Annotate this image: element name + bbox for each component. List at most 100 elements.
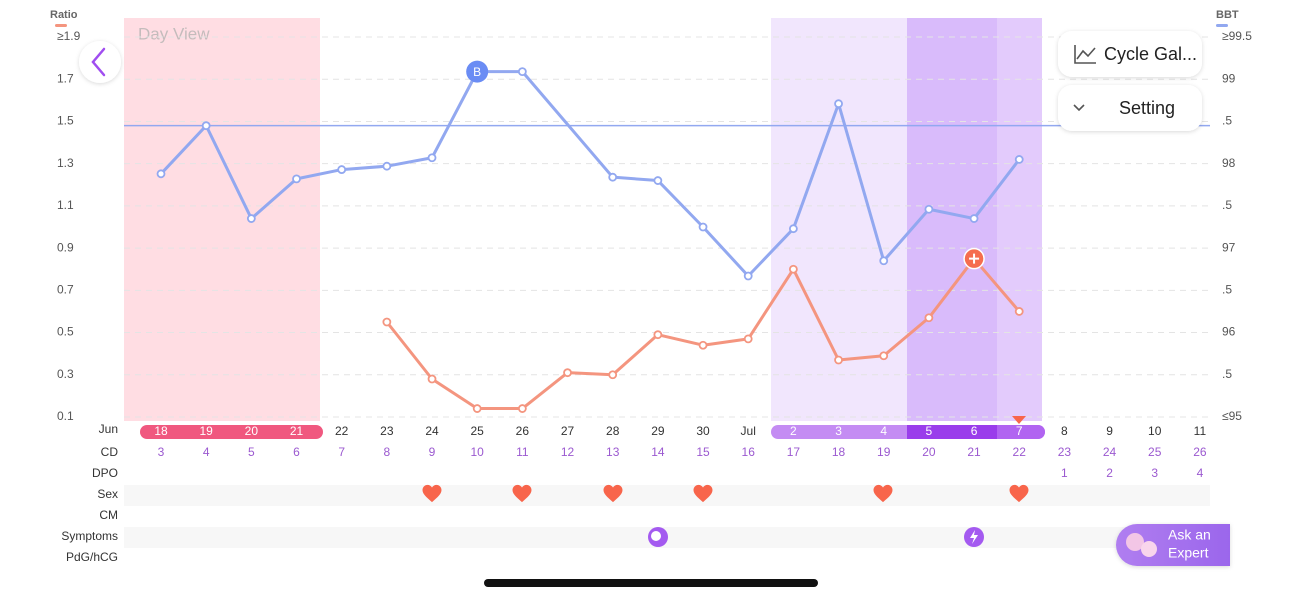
cd-value: 21 <box>967 445 981 459</box>
setting-button[interactable]: Setting <box>1058 85 1202 131</box>
back-button-bg <box>79 41 121 83</box>
period-band <box>124 18 320 421</box>
data-point <box>969 214 979 223</box>
chevron-icon <box>1073 104 1085 112</box>
data-point <box>788 224 798 234</box>
y-tick-label: 1.7 <box>57 71 74 85</box>
cd-value: 12 <box>561 445 575 459</box>
dpo-value: 3 <box>1151 466 1158 480</box>
ovulation-marker <box>466 60 489 83</box>
cd-value: 4 <box>203 445 210 459</box>
ask-expert-button[interactable]: Ask an Expert <box>1116 524 1230 566</box>
cd-value: 14 <box>651 445 665 459</box>
data-point <box>698 340 708 350</box>
y-tick-label: ≥1.9 <box>57 29 81 43</box>
x-tick-label: 30 <box>696 424 710 438</box>
y-axis-title: Ratio <box>50 9 78 21</box>
y2-tick-label: .5 <box>1222 367 1232 381</box>
cd-value: 8 <box>384 445 391 459</box>
data-point <box>517 404 527 413</box>
cycle-button-bg <box>1058 31 1202 77</box>
data-point <box>608 370 618 380</box>
x-tick-label: 22 <box>335 424 349 438</box>
today-pill <box>997 425 1045 439</box>
data-point <box>156 169 166 179</box>
dpo-value: 1 <box>1061 466 1068 480</box>
dpo-value: 4 <box>1197 466 1204 480</box>
data-point <box>924 313 934 323</box>
cycle-button[interactable]: Cycle Gal... <box>1058 31 1202 77</box>
legend-swatch <box>55 24 67 27</box>
y2-tick-label: 96 <box>1222 325 1236 339</box>
expert-icon <box>1141 541 1157 557</box>
cd-value: 3 <box>158 445 165 459</box>
y-tick-label: 1.5 <box>57 114 74 128</box>
y-tick-label: 1.1 <box>57 198 74 212</box>
legend-swatch <box>1216 24 1228 27</box>
x-tick-label: 10 <box>1148 424 1162 438</box>
data-point <box>563 368 572 378</box>
y-tick-label: 0.7 <box>57 283 74 297</box>
period-pill <box>140 425 323 439</box>
data-point <box>1014 307 1024 316</box>
ovulation-marker-label: B <box>473 65 481 79</box>
today-marker <box>1012 416 1026 424</box>
x-tick-label: 7 <box>1016 424 1023 438</box>
x-tick-label: 8 <box>1061 424 1068 438</box>
data-point <box>382 161 392 171</box>
row-label: CD <box>101 445 119 459</box>
x-tick-label: 5 <box>926 424 933 438</box>
data-point <box>743 271 753 281</box>
x-tick-label: 4 <box>880 424 887 438</box>
cd-value: 15 <box>696 445 710 459</box>
x-tick-label: 6 <box>971 424 978 438</box>
row-label: DPO <box>92 466 118 480</box>
data-point <box>292 174 301 184</box>
data-point <box>427 153 437 163</box>
data-point <box>1014 155 1024 164</box>
data-point <box>382 317 392 327</box>
y2-tick-label: .5 <box>1222 283 1232 297</box>
x-tick-label: 21 <box>290 424 304 438</box>
peak-band <box>907 18 997 421</box>
data-point <box>517 67 527 77</box>
x-tick-label: 27 <box>561 424 575 438</box>
dpo-value: 2 <box>1106 466 1113 480</box>
x-tick-label: 28 <box>606 424 620 438</box>
data-point <box>924 204 934 214</box>
data-point <box>879 351 889 361</box>
x-tick-label: 29 <box>651 424 665 438</box>
data-point <box>879 256 889 266</box>
today-band <box>997 18 1042 421</box>
data-point <box>472 404 482 413</box>
symptom-icon-glyph <box>651 531 661 541</box>
row-label: Symptoms <box>61 529 118 543</box>
y2-axis-title: BBT <box>1216 9 1239 21</box>
x-tick-label: 18 <box>154 424 168 438</box>
row-label: Sex <box>97 487 118 501</box>
expert-icon <box>1126 533 1144 551</box>
data-point <box>201 121 211 131</box>
y-tick-label: 0.5 <box>57 325 74 339</box>
x-tick-label: 11 <box>1194 424 1207 438</box>
cd-value: 5 <box>248 445 255 459</box>
data-point <box>834 99 843 109</box>
cd-value: 20 <box>922 445 936 459</box>
back-button[interactable] <box>79 41 121 83</box>
x-tick-label: 26 <box>516 424 530 438</box>
peak-pill <box>907 425 997 439</box>
back-icon <box>91 47 106 77</box>
y2-tick-label: 97 <box>1222 240 1236 254</box>
symptom-icon-glyph <box>970 530 978 544</box>
data-point <box>653 176 663 185</box>
cd-value: 9 <box>429 445 436 459</box>
cd-value: 22 <box>1013 445 1027 459</box>
x-tick-label: 20 <box>245 424 259 438</box>
cd-value: 11 <box>516 445 529 459</box>
y-tick-label: 0.9 <box>57 240 74 254</box>
y-tick-label: 1.3 <box>57 156 74 170</box>
y2-tick-label: .5 <box>1222 198 1232 212</box>
data-point <box>743 334 753 344</box>
cd-value: 10 <box>471 445 485 459</box>
